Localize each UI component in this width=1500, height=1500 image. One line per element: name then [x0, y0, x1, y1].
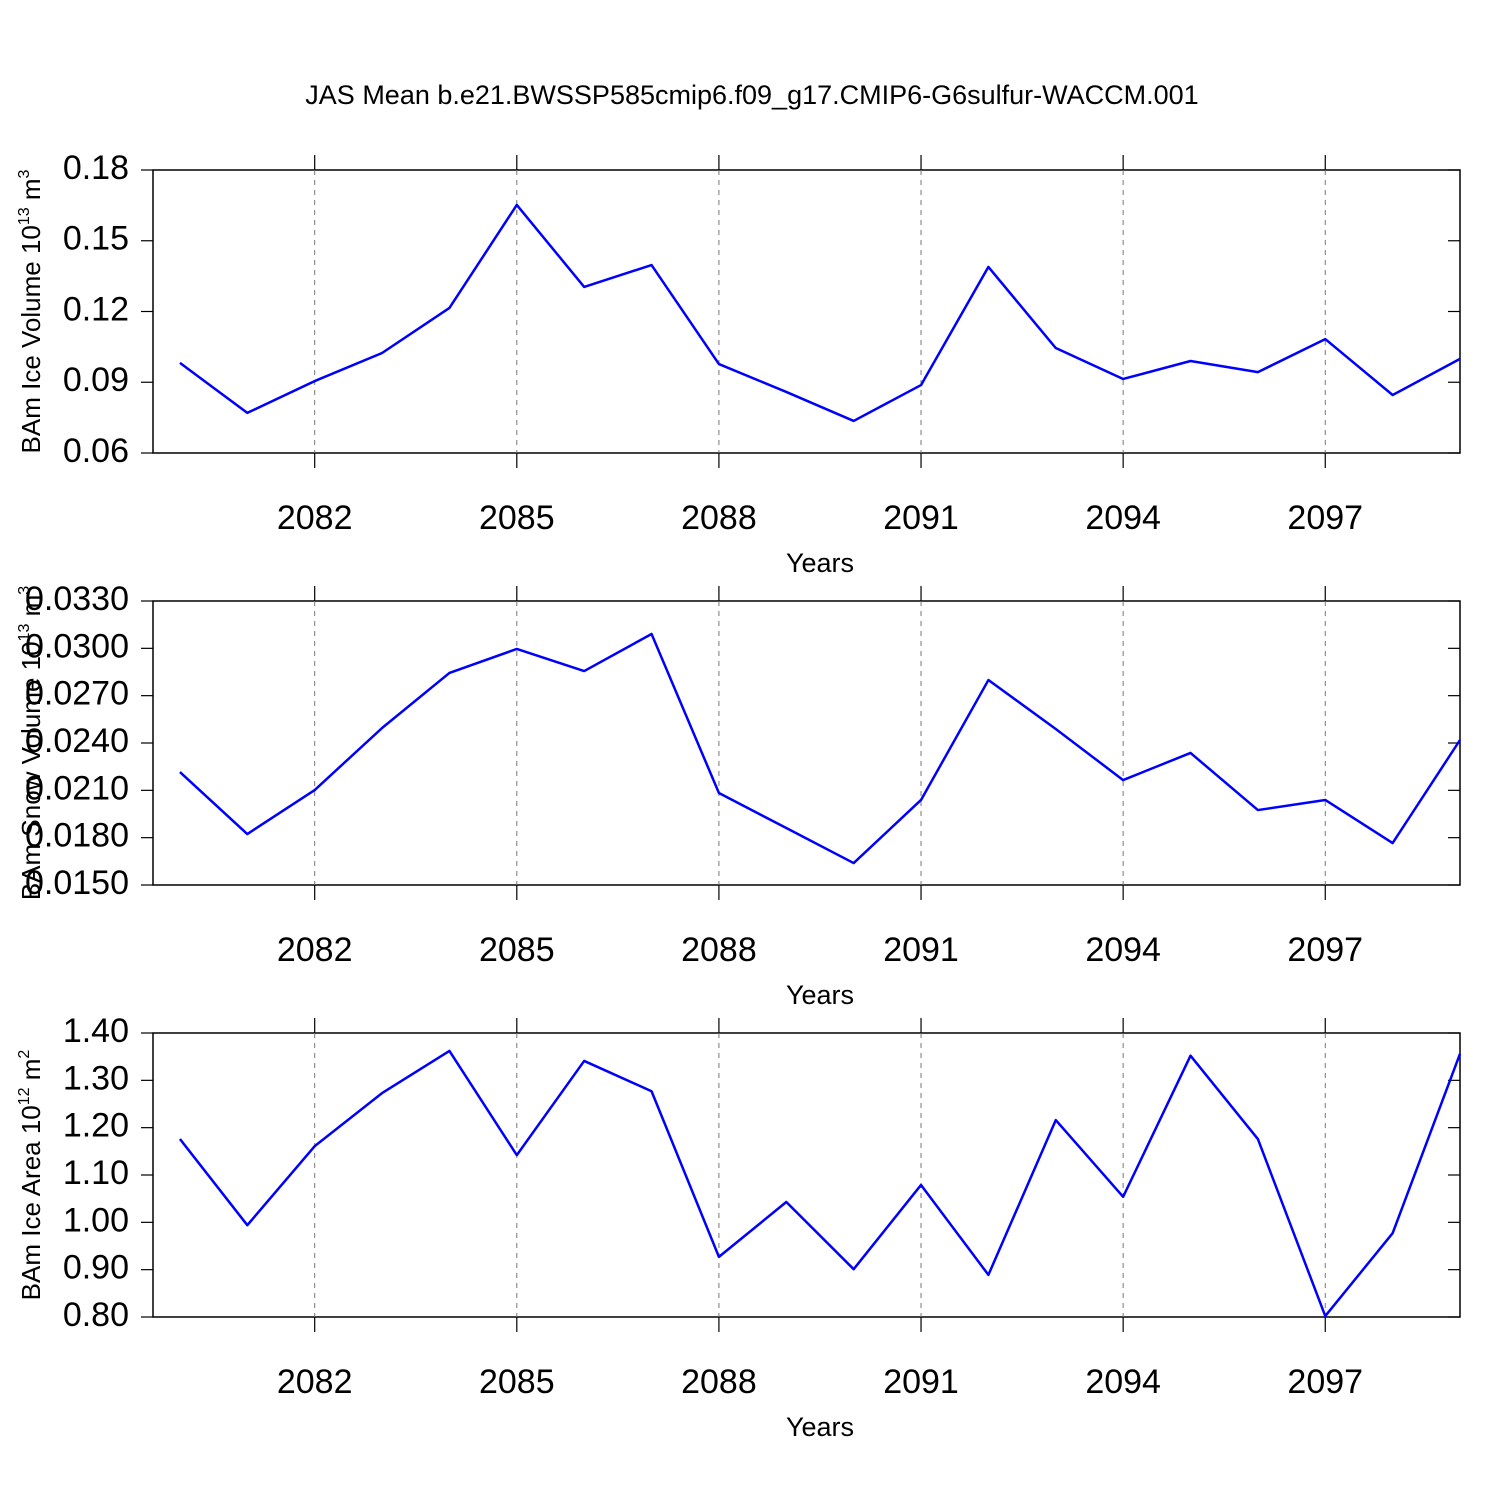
y-tick-label: 0.06: [63, 432, 129, 470]
x-axis-label: Years: [786, 1412, 854, 1442]
y-tick-label: 1.00: [63, 1201, 129, 1239]
x-tick-label: 2088: [681, 931, 757, 969]
y-tick-label: 0.0300: [25, 627, 129, 665]
y-axis-label-exponent: 2: [16, 1050, 33, 1059]
x-tick-label: 2091: [883, 931, 959, 969]
x-tick-label: 2082: [277, 499, 353, 537]
x-tick-label: 2094: [1085, 1363, 1161, 1401]
plot-frame: [152, 1032, 1461, 1318]
chart-title: JAS Mean b.e21.BWSSP585cmip6.f09_g17.CMI…: [305, 80, 1198, 110]
x-tick-label: 2094: [1085, 499, 1161, 537]
x-tick-label: 2085: [479, 1363, 555, 1401]
y-tick-label: 0.80: [63, 1296, 129, 1334]
y-tick-label: 0.0150: [25, 864, 129, 902]
y-axis-label-part: m: [16, 178, 46, 207]
x-axis-label: Years: [786, 980, 854, 1010]
x-tick-label: 2088: [681, 1363, 757, 1401]
x-tick-label: 2097: [1287, 1363, 1363, 1401]
plot-frame: [152, 169, 1461, 454]
y-axis-label-exponent: 13: [16, 207, 33, 225]
y-tick-label: 0.18: [63, 149, 129, 187]
y-tick-label: 0.90: [63, 1249, 129, 1287]
y-tick-label: 1.30: [63, 1059, 129, 1097]
x-tick-label: 2091: [883, 499, 959, 537]
y-axis-label: BAm Ice Area 1012 m2: [16, 1050, 46, 1301]
data-line: [179, 203, 1461, 423]
x-tick-label: 2085: [479, 499, 555, 537]
x-tick-label: 2085: [479, 931, 555, 969]
y-axis-label-part: BAm Snow Volume 10: [16, 641, 46, 900]
y-axis-label: BAm Ice Volume 1013 m3: [16, 169, 46, 453]
y-tick-label: 0.0180: [25, 817, 129, 855]
y-axis-label-exponent: 3: [16, 586, 33, 595]
y-tick-label: 0.0240: [25, 722, 129, 760]
x-tick-label: 2082: [277, 931, 353, 969]
y-axis-label-part: BAm Ice Volume 10: [16, 225, 46, 453]
y-axis-label-part: BAm Ice Area 10: [16, 1105, 46, 1300]
y-axis-label-exponent: 3: [16, 169, 33, 178]
y-axis-label-part: m: [16, 1059, 46, 1088]
x-tick-label: 2088: [681, 499, 757, 537]
y-tick-label: 0.09: [63, 361, 129, 399]
y-tick-label: 0.0210: [25, 769, 129, 807]
y-axis-label-part: m: [16, 595, 46, 624]
data-line: [179, 632, 1462, 865]
plot-frame: [152, 600, 1461, 886]
y-tick-label: 0.12: [63, 290, 129, 328]
y-axis-label-exponent: 13: [16, 624, 33, 642]
x-tick-label: 2091: [883, 1363, 959, 1401]
y-axis-label: BAm Snow Volume 1013 m3: [16, 586, 46, 900]
x-tick-label: 2097: [1287, 499, 1363, 537]
x-tick-label: 2082: [277, 1363, 353, 1401]
x-tick-label: 2094: [1085, 931, 1161, 969]
y-tick-label: 1.40: [63, 1012, 129, 1050]
y-tick-label: 0.15: [63, 220, 129, 258]
data-line: [178, 1049, 1462, 1318]
x-tick-label: 2097: [1287, 931, 1363, 969]
y-tick-label: 0.0270: [25, 675, 129, 713]
y-tick-label: 1.10: [63, 1154, 129, 1192]
y-tick-label: 0.0330: [25, 580, 129, 618]
y-tick-label: 1.20: [63, 1107, 129, 1145]
y-axis-label-exponent: 12: [16, 1087, 33, 1105]
x-axis-label: Years: [786, 548, 854, 578]
